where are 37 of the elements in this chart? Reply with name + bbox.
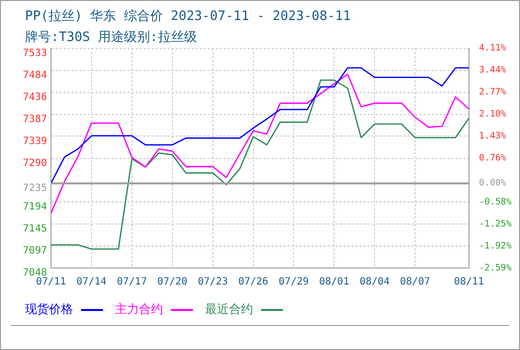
y-tick-label: 7436: [22, 92, 47, 103]
x-tick-label: 07/29: [278, 276, 309, 288]
legend-label: 现货价格: [25, 301, 74, 318]
x-tick-label: 07/14: [76, 276, 107, 288]
y-tick-label: 7145: [22, 224, 47, 235]
x-tick-label: 08/11: [454, 276, 484, 288]
y-tick-label: 7339: [22, 136, 47, 147]
x-tick-label: 07/17: [116, 276, 147, 288]
legend-label: 最近合约: [205, 301, 254, 318]
x-tick-label: 07/23: [198, 276, 228, 288]
x-tick-label: 08/07: [400, 276, 430, 288]
y2-tick-label: 0.00%: [479, 178, 507, 188]
y-tick-label: 7387: [22, 114, 47, 126]
y2-tick-label: -1.25%: [479, 219, 512, 230]
y2-tick-label: -1.92%: [479, 241, 512, 252]
y2-tick-label: 0.76%: [479, 154, 507, 164]
y2-tick-label: -2.59%: [479, 263, 512, 274]
y-tick-label: 7194: [22, 201, 47, 212]
y-tick-label: 7235: [22, 182, 47, 194]
x-tick-label: 07/11: [36, 276, 66, 288]
y2-tick-label: 4.11%: [479, 44, 507, 54]
y-tick-label: 7484: [22, 70, 47, 82]
chart-title: PP(拉丝) 华东 综合价 2023-07-11 - 2023-08-11: [25, 8, 351, 25]
x-tick-label: 08/04: [360, 276, 390, 288]
y2-tick-label: 1.43%: [479, 132, 507, 142]
y2-tick-label: 2.77%: [479, 88, 507, 98]
y2-tick-label: 2.10%: [479, 110, 507, 120]
y-tick-label: 7533: [22, 48, 47, 59]
y-tick-label: 7097: [22, 245, 47, 256]
chart-subtitle: 牌号:T30S 用途级别:拉丝级: [25, 29, 197, 46]
legend-label: 主力合约: [115, 301, 164, 318]
y2-tick-label: 3.44%: [479, 66, 507, 76]
y-tick-label: 7290: [22, 158, 47, 170]
x-tick-label: 07/26: [238, 276, 268, 288]
y2-tick-label: -0.58%: [479, 197, 512, 208]
x-tick-label: 07/20: [157, 276, 188, 288]
x-tick-label: 08/01: [319, 276, 350, 288]
